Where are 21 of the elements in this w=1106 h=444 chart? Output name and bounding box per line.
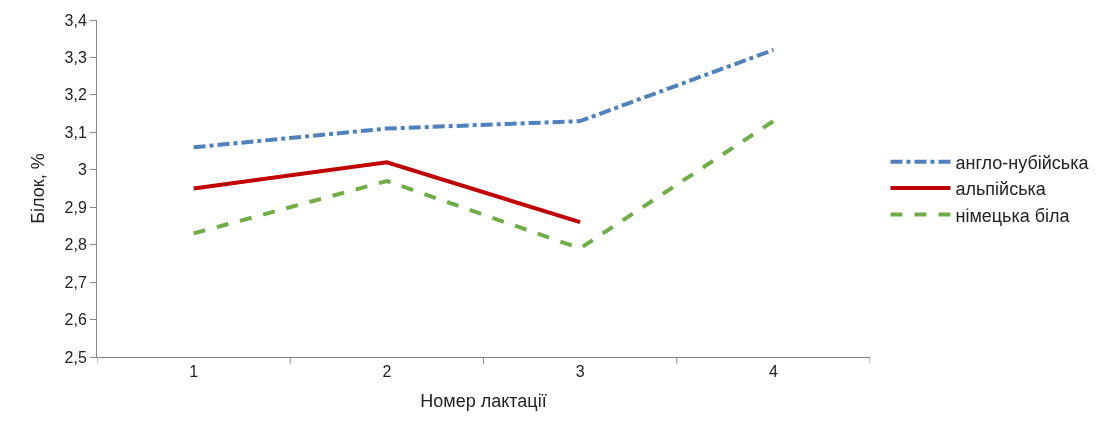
x-tick-label: 1: [189, 363, 199, 381]
y-tick-label: 3,4: [64, 11, 87, 29]
y-tick-label: 3,1: [64, 123, 87, 141]
legend-label: німецька біла: [955, 205, 1071, 226]
x-tick-label: 4: [768, 363, 778, 381]
y-axis-title: Білок, %: [27, 153, 48, 224]
y-tick-label: 2,8: [64, 236, 87, 254]
x-tick-label: 3: [575, 363, 585, 381]
legend-label: альпійська: [955, 179, 1047, 200]
y-tick-label: 2,5: [64, 348, 87, 366]
y-tick-label: 3,3: [64, 49, 87, 67]
legend-label: англо-нубійська: [955, 152, 1090, 173]
line-series: [191, 119, 776, 251]
y-tick-label: 2,6: [64, 311, 87, 329]
x-axis-title: Номер лактації: [420, 391, 547, 412]
y-tick-label: 3,2: [64, 86, 87, 104]
y-tick-label: 2,7: [64, 273, 87, 291]
y-tick-label: 3: [77, 161, 87, 179]
line-series: [191, 47, 776, 150]
x-tick-label: 2: [382, 363, 392, 381]
y-tick-label: 2,9: [64, 198, 87, 216]
